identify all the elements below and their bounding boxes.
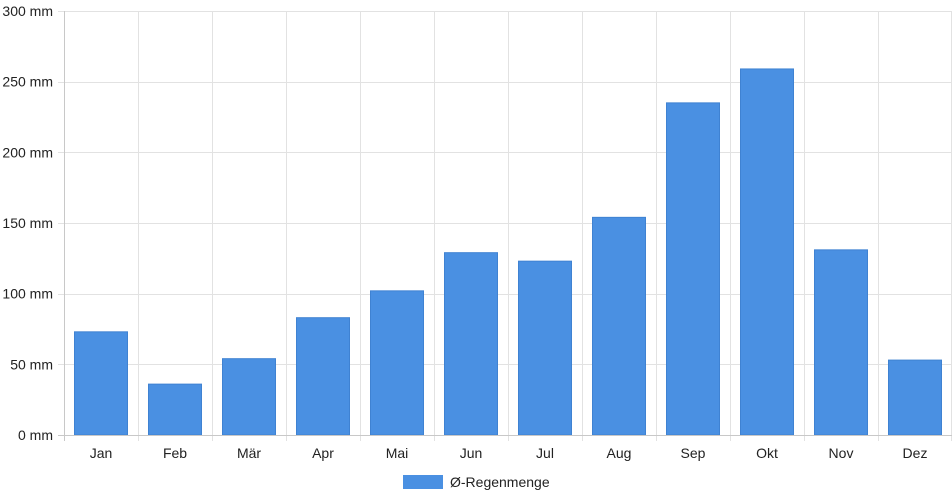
bar-mär[interactable] (223, 359, 276, 435)
bar-okt[interactable] (741, 69, 794, 435)
x-tick-label: Nov (829, 445, 854, 461)
x-tick-label: Jun (460, 445, 483, 461)
bar-apr[interactable] (297, 318, 350, 435)
x-tick-label: Aug (607, 445, 632, 461)
x-tick-label: Dez (903, 445, 928, 461)
legend[interactable]: Ø-Regenmenge (403, 474, 550, 490)
y-tick-label: 300 mm (2, 3, 53, 19)
bar-jun[interactable] (445, 253, 498, 435)
bar-sep[interactable] (667, 103, 720, 435)
bar-mai[interactable] (371, 291, 424, 435)
x-tick-label: Feb (163, 445, 187, 461)
bar-nov[interactable] (815, 250, 868, 435)
bar-aug[interactable] (593, 217, 646, 435)
y-tick-label: 250 mm (2, 74, 53, 90)
y-tick-label: 50 mm (10, 356, 53, 372)
y-tick-label: 0 mm (18, 427, 53, 443)
x-tick-label: Jan (90, 445, 113, 461)
bar-feb[interactable] (149, 384, 202, 435)
bar-jul[interactable] (519, 261, 572, 435)
y-tick-label: 200 mm (2, 144, 53, 160)
legend-swatch (403, 475, 443, 489)
x-tick-labels: Jan Feb Mär Apr Mai Jun Jul Aug Sep Okt Nov Dez (90, 445, 928, 461)
y-tick-label: 100 mm (2, 286, 53, 302)
x-tick-label: Okt (756, 445, 778, 461)
x-tick-label: Mai (386, 445, 409, 461)
y-tick-label: 150 mm (2, 215, 53, 231)
bar-dez[interactable] (889, 360, 942, 435)
x-tick-label: Apr (312, 445, 334, 461)
x-tick-label: Sep (681, 445, 706, 461)
bar-jan[interactable] (75, 332, 128, 435)
y-tick-labels: 0 mm 50 mm 100 mm 150 mm 200 mm 250 mm 300 mm (2, 3, 53, 443)
legend-label: Ø-Regenmenge (450, 474, 550, 490)
x-tick-label: Mär (237, 445, 261, 461)
x-tick-label: Jul (536, 445, 554, 461)
